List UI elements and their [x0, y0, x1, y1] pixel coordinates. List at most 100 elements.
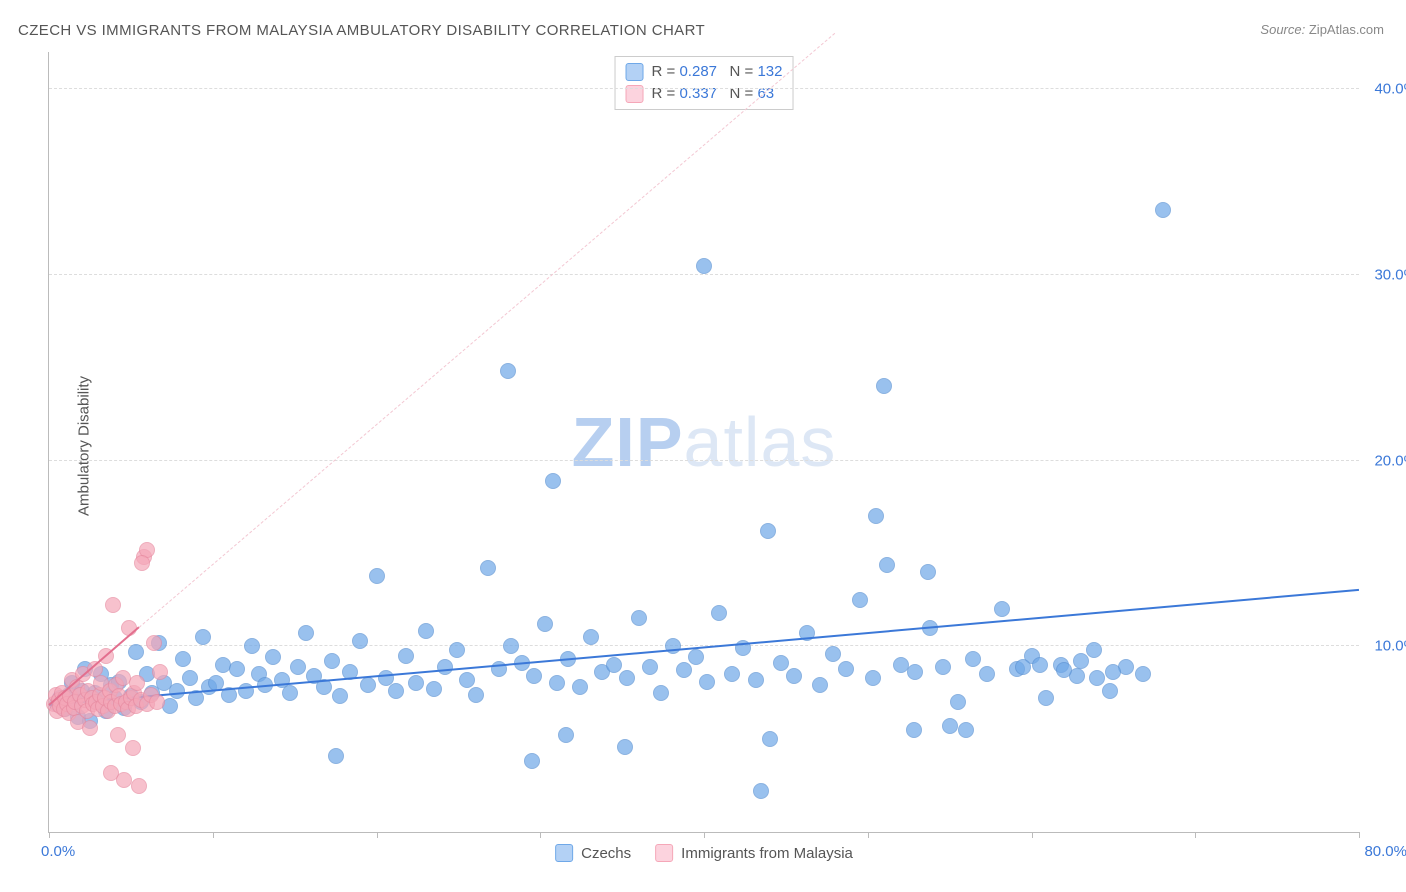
data-point — [786, 668, 802, 684]
data-point — [388, 683, 404, 699]
legend-label: Immigrants from Malaysia — [681, 845, 853, 862]
source-attribution: Source: ZipAtlas.com — [1260, 22, 1384, 37]
data-point — [868, 508, 884, 524]
data-point — [907, 664, 923, 680]
data-point — [606, 657, 622, 673]
data-point — [149, 694, 165, 710]
data-point — [665, 638, 681, 654]
data-point — [865, 670, 881, 686]
data-point — [825, 646, 841, 662]
data-point — [169, 683, 185, 699]
data-point — [298, 625, 314, 641]
chart-title: CZECH VS IMMIGRANTS FROM MALAYSIA AMBULA… — [18, 22, 705, 39]
data-point — [935, 659, 951, 675]
data-point — [369, 568, 385, 584]
legend-swatch — [655, 844, 673, 862]
data-point — [1015, 659, 1031, 675]
x-tick — [213, 832, 214, 838]
watermark-heavy: ZIP — [572, 403, 684, 481]
data-point — [572, 679, 588, 695]
data-point — [116, 772, 132, 788]
data-point — [131, 778, 147, 794]
data-point — [110, 727, 126, 743]
data-point — [545, 473, 561, 489]
data-point — [1086, 642, 1102, 658]
data-point — [876, 378, 892, 394]
data-point — [879, 557, 895, 573]
data-point — [175, 651, 191, 667]
data-point — [449, 642, 465, 658]
legend-item: Czechs — [555, 844, 631, 862]
data-point — [480, 560, 496, 576]
data-point — [282, 685, 298, 701]
data-point — [965, 651, 981, 667]
x-tick — [704, 832, 705, 838]
scatter-plot: ZIPatlas R = 0.287 N = 132R = 0.337 N = … — [48, 52, 1359, 833]
data-point — [688, 649, 704, 665]
data-point — [426, 681, 442, 697]
data-point — [906, 722, 922, 738]
source-name: ZipAtlas.com — [1309, 22, 1384, 37]
data-point — [950, 694, 966, 710]
data-point — [125, 740, 141, 756]
legend-stats: R = 0.287 N = 132 — [652, 61, 783, 83]
watermark-light: atlas — [684, 403, 837, 481]
x-tick — [1032, 832, 1033, 838]
data-point — [1135, 666, 1151, 682]
data-point — [920, 564, 936, 580]
data-point — [549, 675, 565, 691]
data-point — [852, 592, 868, 608]
x-tick — [49, 832, 50, 838]
gridline — [49, 460, 1359, 461]
data-point — [152, 664, 168, 680]
x-tick — [377, 832, 378, 838]
data-point — [773, 655, 789, 671]
series-legend: Czechs Immigrants from Malaysia — [555, 844, 853, 862]
x-origin-label: 0.0% — [41, 843, 75, 860]
y-tick-label: 40.0% — [1367, 81, 1406, 98]
data-point — [1056, 662, 1072, 678]
data-point — [748, 672, 764, 688]
data-point — [503, 638, 519, 654]
data-point — [360, 677, 376, 693]
data-point — [642, 659, 658, 675]
data-point — [115, 670, 131, 686]
data-point — [1038, 690, 1054, 706]
data-point — [760, 523, 776, 539]
data-point — [1032, 657, 1048, 673]
data-point — [676, 662, 692, 678]
data-point — [437, 659, 453, 675]
data-point — [526, 668, 542, 684]
data-point — [558, 727, 574, 743]
y-tick-label: 10.0% — [1367, 638, 1406, 655]
data-point — [215, 657, 231, 673]
data-point — [617, 739, 633, 755]
trend-line — [139, 33, 836, 628]
data-point — [1102, 683, 1118, 699]
data-point — [942, 718, 958, 734]
data-point — [537, 616, 553, 632]
data-point — [418, 623, 434, 639]
data-point — [994, 601, 1010, 617]
data-point — [724, 666, 740, 682]
legend-row: R = 0.287 N = 132 — [626, 61, 783, 83]
data-point — [398, 648, 414, 664]
data-point — [134, 555, 150, 571]
data-point — [459, 672, 475, 688]
data-point — [699, 674, 715, 690]
data-point — [182, 670, 198, 686]
legend-item: Immigrants from Malaysia — [655, 844, 853, 862]
x-tick — [868, 832, 869, 838]
data-point — [229, 661, 245, 677]
x-tick — [540, 832, 541, 838]
source-label: Source: — [1260, 22, 1305, 37]
data-point — [696, 258, 712, 274]
data-point — [328, 748, 344, 764]
data-point — [893, 657, 909, 673]
data-point — [265, 649, 281, 665]
gridline — [49, 88, 1359, 89]
legend-stats: R = 0.337 N = 63 — [652, 83, 775, 105]
x-end-label: 80.0% — [1364, 843, 1406, 860]
legend-swatch — [626, 63, 644, 81]
legend-label: Czechs — [581, 845, 631, 862]
